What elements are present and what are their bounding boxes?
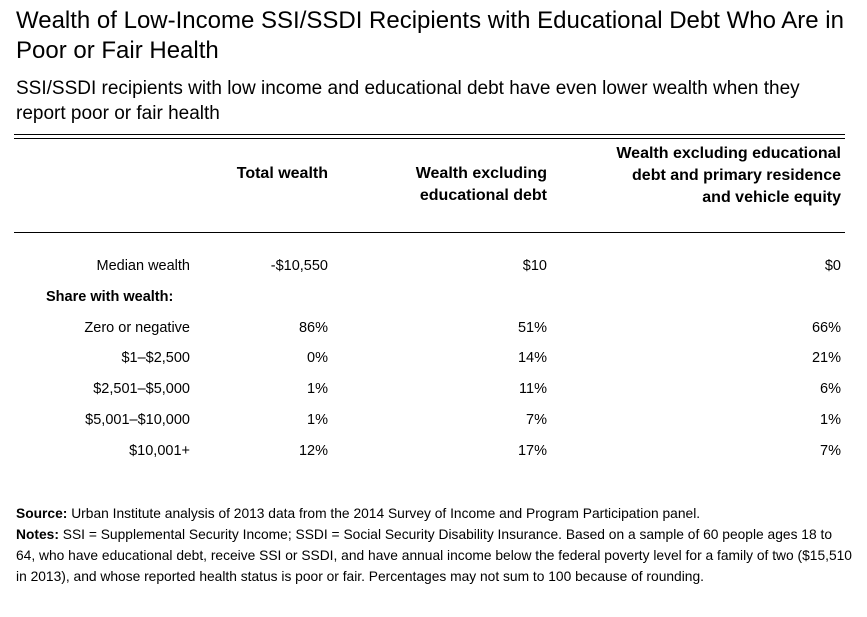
column-header-excl-educational-debt: Wealth excluding educational debt bbox=[415, 165, 547, 204]
table-row: $2,501–$5,000 1% 11% 6% bbox=[0, 378, 867, 400]
source-text: Urban Institute analysis of 2013 data fr… bbox=[67, 506, 701, 521]
cell-total-wealth: 0% bbox=[307, 350, 328, 366]
cell-excl-debt-residence-vehicle: 7% bbox=[820, 443, 841, 459]
table-row: $1–$2,500 0% 14% 21% bbox=[0, 347, 867, 369]
cell-excl-debt-residence-vehicle: $0 bbox=[824, 258, 841, 274]
cell-total-wealth: -$10,550 bbox=[270, 258, 328, 274]
cell-total-wealth: 12% bbox=[298, 443, 328, 459]
table-top-rule bbox=[14, 134, 845, 139]
table-row: Zero or negative 86% 51% 66% bbox=[0, 317, 867, 339]
cell-excl-debt-residence-vehicle: 6% bbox=[820, 381, 841, 397]
cell-total-wealth: 1% bbox=[307, 381, 328, 397]
cell-excl-educational-debt: $10 bbox=[522, 258, 547, 274]
notes-text: SSI = Supplemental Security Income; SSDI… bbox=[16, 527, 852, 584]
table-row: $10,001+ 12% 17% 7% bbox=[0, 440, 867, 462]
notes-label: Notes: bbox=[16, 527, 59, 542]
row-label: $2,501–$5,000 bbox=[93, 381, 190, 397]
row-label: Zero or negative bbox=[84, 320, 190, 336]
page-subtitle: SSI/SSDI recipients with low income and … bbox=[16, 78, 800, 124]
cell-excl-debt-residence-vehicle: 1% bbox=[820, 412, 841, 428]
cell-excl-educational-debt: 17% bbox=[517, 443, 547, 459]
column-header-total-wealth: Total wealth bbox=[236, 165, 328, 182]
cell-excl-educational-debt: 11% bbox=[519, 381, 547, 397]
column-header-excl-debt-residence-vehicle: Wealth excluding educational debt and pr… bbox=[616, 145, 841, 206]
row-label: $1–$2,500 bbox=[121, 350, 190, 366]
row-label: $5,001–$10,000 bbox=[85, 412, 190, 428]
cell-excl-educational-debt: 51% bbox=[517, 320, 547, 336]
section-label-share: Share with wealth: bbox=[46, 289, 174, 305]
source-label: Source: bbox=[16, 506, 68, 521]
header-bottom-rule bbox=[14, 232, 845, 233]
footnotes: Source: Urban Institute analysis of 2013… bbox=[16, 503, 852, 587]
row-label: $10,001+ bbox=[129, 443, 190, 459]
cell-excl-educational-debt: 7% bbox=[526, 412, 547, 428]
page-title: Wealth of Low-Income SSI/SSDI Recipients… bbox=[16, 7, 844, 64]
cell-excl-debt-residence-vehicle: 21% bbox=[811, 350, 841, 366]
table-row: $5,001–$10,000 1% 7% 1% bbox=[0, 409, 867, 431]
cell-total-wealth: 1% bbox=[307, 412, 328, 428]
cell-excl-educational-debt: 14% bbox=[517, 350, 547, 366]
table-row-median: Median wealth -$10,550 $10 $0 bbox=[0, 255, 867, 277]
row-label: Median wealth bbox=[96, 258, 191, 274]
cell-excl-debt-residence-vehicle: 66% bbox=[811, 320, 841, 336]
cell-total-wealth: 86% bbox=[298, 320, 328, 336]
